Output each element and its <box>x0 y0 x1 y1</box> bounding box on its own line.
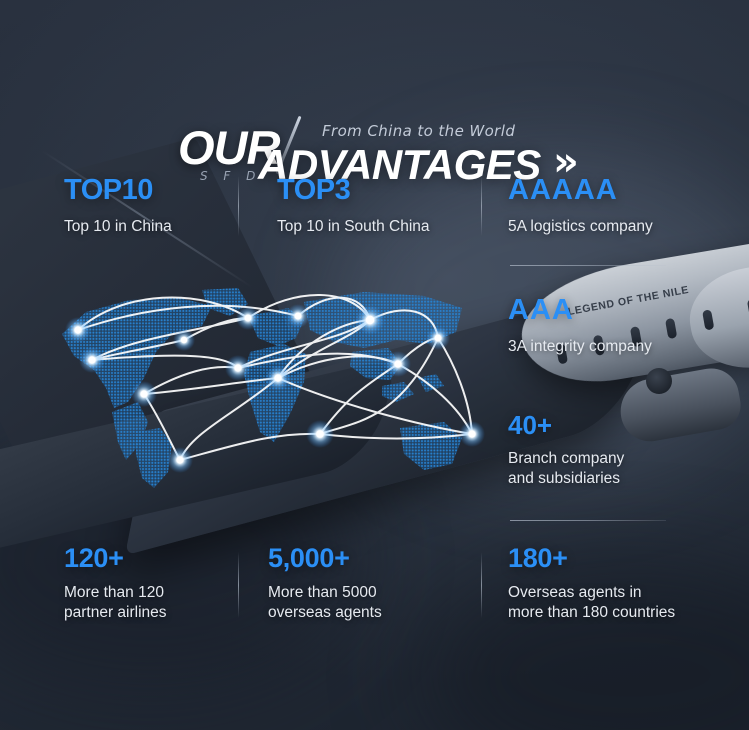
stat-5a-logistics: AAAAA 5A logistics company <box>508 176 653 237</box>
map-node-group <box>65 304 485 473</box>
world-map-network <box>52 282 492 492</box>
divider-top-1 <box>238 176 239 236</box>
divider-bottom-2 <box>481 552 482 618</box>
page-title-our: OUR <box>178 121 280 174</box>
divider-top-2 <box>481 176 482 236</box>
divider-right-1 <box>510 265 666 266</box>
page-title-advantages: ADVANTAGES <box>258 141 541 188</box>
divider-bottom-1 <box>238 552 239 618</box>
stat-top10-value: TOP10 <box>64 174 153 206</box>
stat-airlines-desc: More than 120 partner airlines <box>64 584 167 622</box>
stat-agents-value: 5,000+ <box>268 543 350 573</box>
stat-branch-companies: 40+ Branch company and subsidiaries <box>508 412 624 490</box>
stat-partner-airlines: 120+ More than 120 partner airlines <box>64 545 167 624</box>
airplane-engine <box>615 364 745 446</box>
header-tagline: From China to the World <box>322 122 516 140</box>
stat-top3-desc: Top 10 in South China <box>277 218 430 235</box>
stat-3a-integrity: AAA 3A integrity company <box>508 296 652 357</box>
stat-3a-value: AAA <box>508 294 574 326</box>
header-banner: OUR S F D From China to the World ADVANT… <box>0 52 749 186</box>
stat-branch-value: 40+ <box>508 410 553 440</box>
stat-countries-desc: Overseas agents in more than 180 countri… <box>508 584 676 622</box>
stat-airlines-value: 120+ <box>64 543 124 573</box>
airplane-landing-gear <box>646 368 672 394</box>
stat-3a-desc: 3A integrity company <box>508 338 652 355</box>
brand-abbreviation: S F D <box>200 169 262 183</box>
double-chevron-right-icon: » <box>553 139 579 185</box>
airplane-nose <box>682 258 749 378</box>
stat-countries-value: 180+ <box>508 543 568 573</box>
divider-right-2 <box>510 520 666 521</box>
stat-branch-desc: Branch company and subsidiaries <box>508 450 625 488</box>
stat-top10-desc: Top 10 in China <box>64 218 172 235</box>
stat-5a-value: AAAAA <box>508 174 618 206</box>
stat-agents-desc: More than 5000 overseas agents <box>268 584 382 622</box>
stat-top3: TOP3 Top 10 in South China <box>277 176 430 237</box>
stat-countries-covered: 180+ Overseas agents in more than 180 co… <box>508 545 675 624</box>
stat-top3-value: TOP3 <box>277 174 351 206</box>
stat-top10: TOP10 Top 10 in China <box>64 176 172 237</box>
stat-5a-desc: 5A logistics company <box>508 218 653 235</box>
stat-overseas-agents: 5,000+ More than 5000 overseas agents <box>268 545 382 624</box>
